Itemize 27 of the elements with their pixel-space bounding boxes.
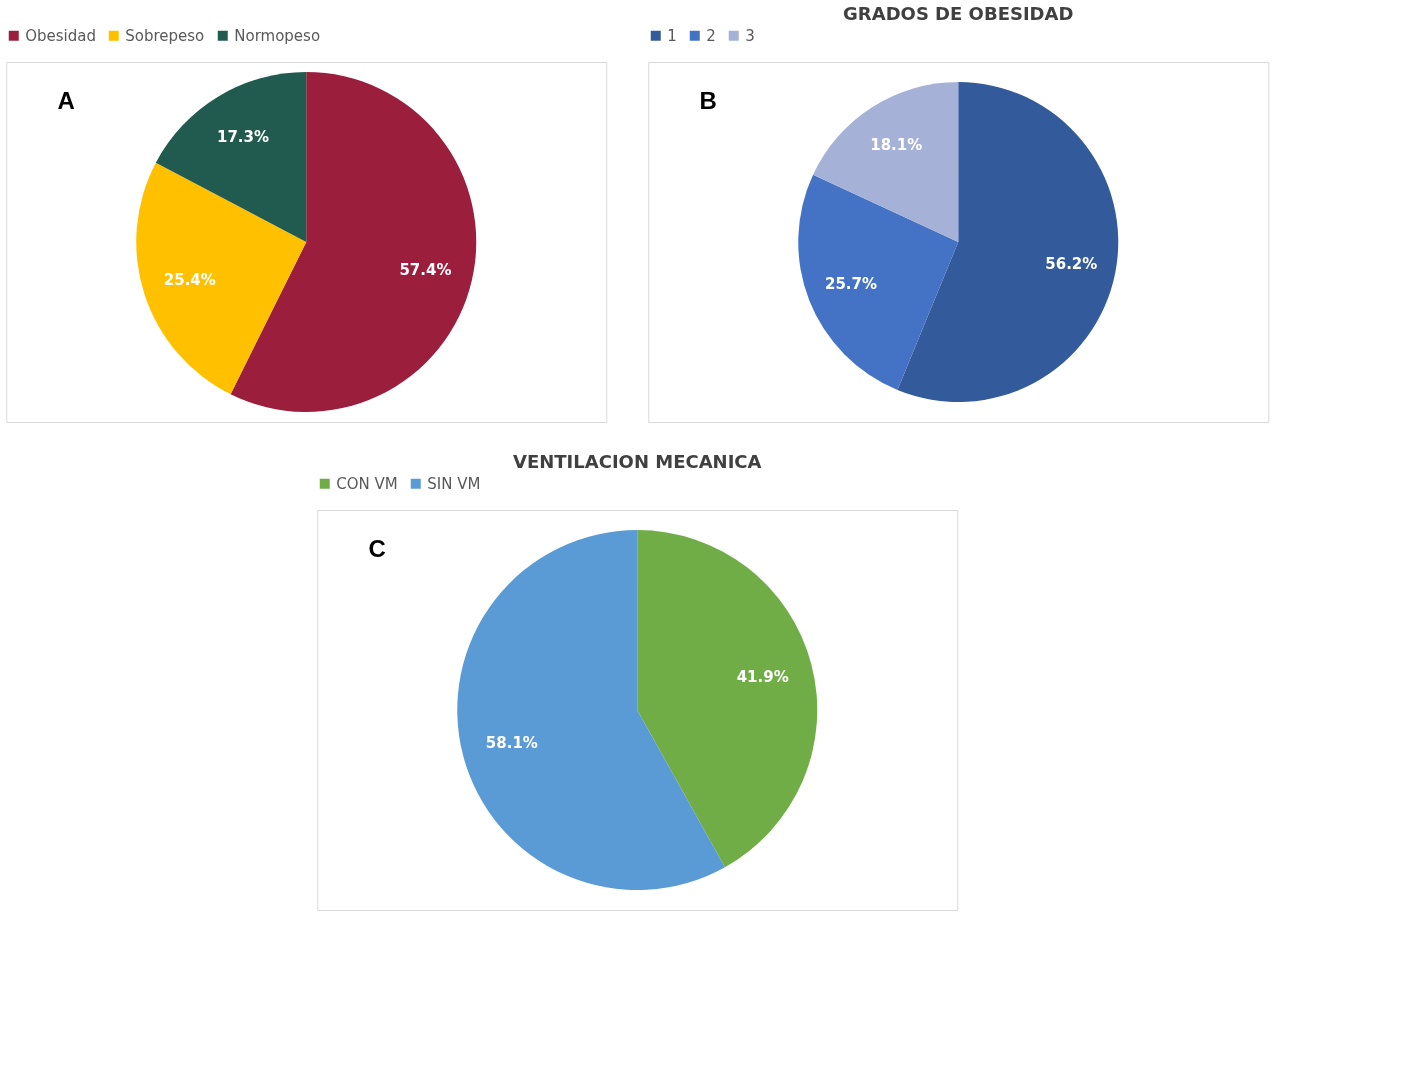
legend-label: 2	[706, 26, 716, 45]
data-label: 25.4%	[163, 270, 216, 289]
legend-label: 3	[745, 26, 755, 45]
pie-slice	[798, 174, 959, 391]
pie-slice	[637, 530, 817, 868]
legend-label: Obesidad	[25, 26, 97, 45]
legend-label: SIN VM	[427, 474, 481, 493]
data-label: 18.1%	[870, 135, 923, 154]
text: A	[57, 87, 75, 114]
pie-slice	[813, 82, 959, 242]
legend-label: 1	[667, 26, 677, 45]
pie-slice	[155, 72, 307, 242]
legend-label: CON VM	[336, 474, 398, 493]
data-label: 57.4%	[399, 260, 452, 279]
data-label: 41.9%	[736, 668, 789, 687]
legend-label: Sobrepeso	[125, 26, 205, 45]
data-label: 25.7%	[824, 275, 878, 294]
legend-label: Normopeso	[234, 26, 321, 45]
text: B	[699, 87, 717, 114]
chart-title: GRADOS DE OBESIDAD	[843, 3, 1074, 24]
data-label: 17.3%	[216, 128, 270, 147]
chart-title: VENTILACION MECANICA	[513, 451, 762, 472]
pie-slice	[457, 530, 725, 890]
pie-slice	[136, 162, 307, 395]
text: C	[368, 535, 386, 562]
data-label: 56.2%	[1045, 255, 1098, 274]
data-label: 58.1%	[485, 733, 538, 752]
